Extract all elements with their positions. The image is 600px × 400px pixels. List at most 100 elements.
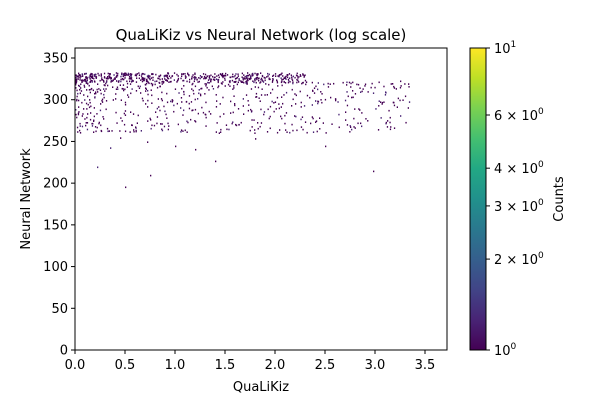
heatmap-cell [286,131,288,133]
heatmap-cell [116,74,118,77]
heatmap-cell [167,72,169,74]
heatmap-cell [80,79,83,82]
heatmap-cell [238,79,240,82]
heatmap-cell [246,81,248,84]
heatmap-cell [185,100,188,103]
heatmap-cell [109,75,111,78]
heatmap-cell [91,81,93,83]
heatmap-cell [195,76,197,79]
heatmap-cell [292,98,294,101]
heatmap-cell [147,120,149,122]
heatmap-cell [241,72,243,75]
heatmap-cell [96,88,98,91]
heatmap-cell [142,73,144,75]
heatmap-cell [235,123,237,126]
heatmap-cell [222,96,224,99]
heatmap-cell [78,72,80,75]
heatmap-cell [291,79,294,82]
heatmap-cell [84,80,87,82]
heatmap-cell [237,81,239,84]
heatmap-cell [367,91,369,93]
heatmap-cell [135,73,137,76]
heatmap-cell [317,88,319,91]
heatmap-cell [228,128,230,131]
heatmap-cell [156,107,158,110]
heatmap-cell [219,103,221,105]
heatmap-cell [109,77,111,79]
heatmap-cell [128,77,130,80]
heatmap-cell [333,82,335,85]
colorbar-tick-label: 4 × 100 [494,160,544,177]
heatmap-cell [235,80,237,83]
heatmap-cell [205,101,207,104]
heatmap-cell [241,81,243,83]
heatmap-cell [204,77,207,80]
heatmap-cell [136,122,138,124]
heatmap-cell [105,88,107,90]
heatmap-cell [230,100,232,103]
heatmap-cell [103,81,105,83]
heatmap-cell [148,82,150,85]
y-tick-label: 350 [43,52,68,67]
heatmap-cell [294,93,296,95]
heatmap-cell [78,84,80,87]
heatmap-cell [246,83,248,85]
heatmap-cell [227,83,230,86]
colorbar-tick-label: 101 [494,40,516,57]
heatmap-cell [117,88,119,90]
y-tick-label: 250 [43,135,68,150]
heatmap-cell [131,88,133,90]
heatmap-cell [91,125,94,127]
heatmap-cell [297,79,299,82]
heatmap-cell [156,80,158,82]
x-tick-label: 0.5 [115,358,136,373]
heatmap-cell [219,73,222,76]
heatmap-cell [123,74,126,77]
heatmap-cell [140,130,142,132]
heatmap-cell [294,115,296,117]
heatmap-cell [296,129,298,132]
heatmap-cell [247,100,249,102]
heatmap-cell [244,78,246,80]
heatmap-cell [168,81,170,83]
heatmap-cell [320,99,322,101]
heatmap-cell [130,111,132,113]
heatmap-cell [159,85,161,88]
heatmap-cell [215,106,218,108]
heatmap-cell [105,100,108,102]
heatmap-cell [135,74,138,77]
heatmap-cell [291,88,293,91]
heatmap-cell [194,85,197,88]
heatmap-cell [85,77,87,80]
heatmap-cell [167,77,170,80]
heatmap-cell [168,125,170,127]
heatmap-cell [195,148,197,151]
heatmap-cell [242,105,244,107]
heatmap-cell [210,80,212,83]
heatmap-cell [134,74,136,77]
heatmap-cell [281,96,283,98]
heatmap-cell [281,117,283,120]
heatmap-cell [88,76,90,79]
heatmap-cell [116,122,118,124]
heatmap-cell [146,75,149,78]
heatmap-cell [357,122,359,125]
heatmap-cell [260,78,262,81]
heatmap-cell [200,94,202,97]
heatmap-cell [367,120,369,122]
heatmap-cell [212,78,215,81]
heatmap-cell [234,103,236,105]
heatmap-cell [375,108,377,110]
heatmap-cell [245,75,248,77]
heatmap-cell [143,79,145,81]
heatmap-cell [160,123,162,125]
heatmap-cell [115,111,117,114]
heatmap-cell [94,73,96,76]
heatmap-cell [145,90,147,92]
heatmap-cell [269,105,272,108]
heatmap-cell [125,186,127,189]
heatmap-cell [288,73,291,75]
heatmap-cell [78,106,80,108]
heatmap-cell [85,80,88,83]
heatmap-cell [268,77,270,80]
